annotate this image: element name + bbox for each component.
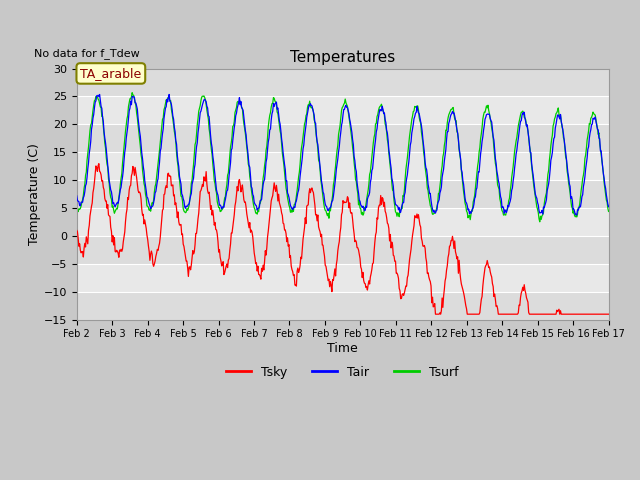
Tsurf xyxy=(128,90,136,96)
Line: Tsky: Tsky xyxy=(77,164,609,314)
Tsurf xyxy=(424,185,431,191)
Tsurf xyxy=(605,208,612,214)
Tsky xyxy=(431,312,439,317)
Bar xyxy=(77,264,609,292)
Tair xyxy=(83,181,90,187)
Bar xyxy=(77,208,609,236)
Bar xyxy=(77,152,609,180)
Bar xyxy=(77,236,609,264)
Title: Temperatures: Temperatures xyxy=(290,49,396,65)
Y-axis label: Temperature (C): Temperature (C) xyxy=(28,143,41,245)
Line: Tsurf: Tsurf xyxy=(77,93,609,222)
Tsky xyxy=(73,228,81,233)
Legend: Tsky, Tair, Tsurf: Tsky, Tair, Tsurf xyxy=(221,361,464,384)
Tsurf xyxy=(408,117,415,122)
Bar xyxy=(77,69,609,96)
Tsky xyxy=(192,230,200,236)
Tair xyxy=(192,152,200,157)
Text: TA_arable: TA_arable xyxy=(80,67,141,80)
Line: Tair: Tair xyxy=(77,95,609,215)
Tsky xyxy=(83,234,90,240)
Tsky xyxy=(220,272,228,277)
Tair xyxy=(137,142,145,147)
Tair xyxy=(605,204,612,210)
X-axis label: Time: Time xyxy=(327,342,358,355)
Tair xyxy=(424,172,431,178)
Bar xyxy=(77,180,609,208)
Tair xyxy=(220,204,228,210)
Tair xyxy=(73,193,81,199)
Tair xyxy=(165,92,173,97)
Tsky xyxy=(138,206,146,212)
Tsurf xyxy=(192,139,200,145)
Bar xyxy=(77,124,609,152)
Tsky xyxy=(605,312,612,317)
Tsurf xyxy=(83,169,90,175)
Tsurf xyxy=(73,202,81,208)
Tsurf xyxy=(536,219,543,225)
Tsurf xyxy=(138,156,146,162)
Tair xyxy=(408,130,415,136)
Tair xyxy=(573,212,580,218)
Text: No data for f_Tdew: No data for f_Tdew xyxy=(34,48,140,60)
Tsurf xyxy=(220,201,228,206)
Bar xyxy=(77,292,609,320)
Tsky xyxy=(408,239,415,244)
Tsky xyxy=(424,271,431,276)
Tsky xyxy=(95,161,102,167)
Bar xyxy=(77,96,609,124)
